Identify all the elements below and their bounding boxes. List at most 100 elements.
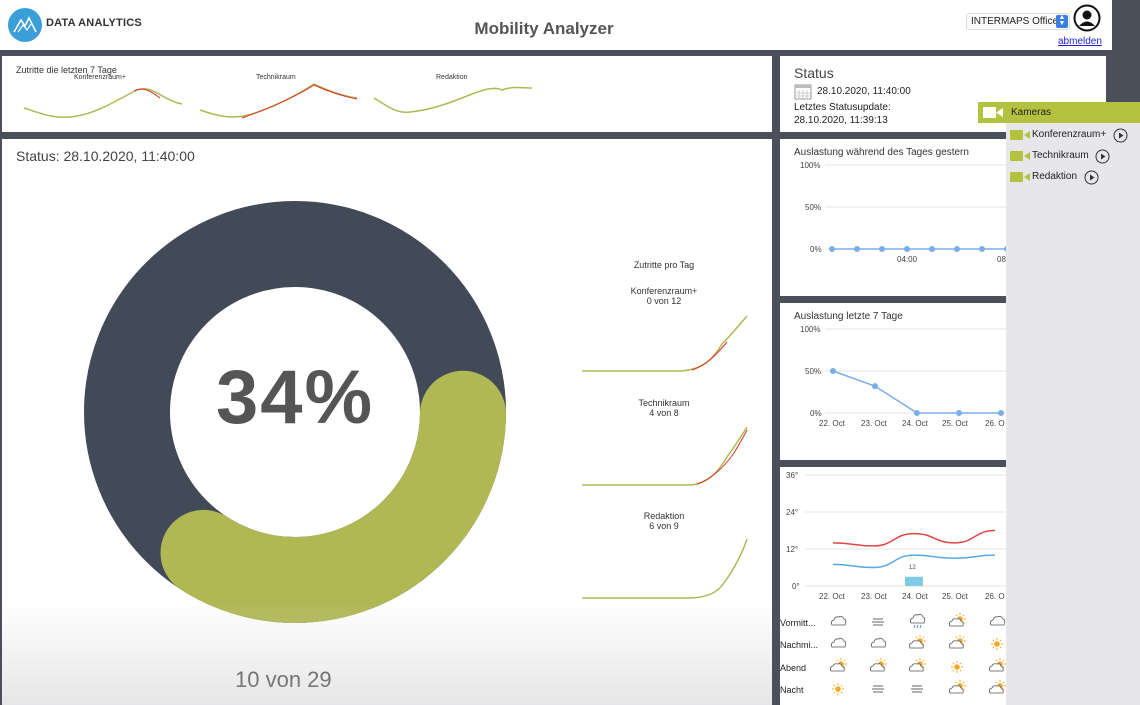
camera-item-label: Redaktion: [1032, 171, 1078, 182]
weather-icons-afternoon: [830, 635, 1004, 651]
main-status-text: Status: 28.10.2020, 11:40:00: [16, 148, 195, 164]
play-icon[interactable]: [1095, 149, 1110, 164]
per-day-title: Zutritte pro Tag: [633, 260, 695, 270]
week-utilization-point-4: [998, 410, 1004, 416]
weather-icons-night: [831, 680, 1006, 696]
cloud-icon: [830, 637, 847, 648]
day-utilization-point-4: [929, 246, 935, 252]
partly-sunny-icon: [870, 658, 887, 671]
temp-min-line: [832, 554, 996, 569]
week-xtick-23: 23. Oct: [861, 419, 887, 428]
week-xtick-25: 25. Oct: [942, 419, 968, 428]
partly-sunny-icon: [830, 658, 847, 671]
week-utilization-point-3: [956, 410, 962, 416]
header: DATA ANALYTICS Mobility Analyzer INTERMA…: [0, 0, 1112, 50]
weather-ytick-36: 36°: [786, 471, 799, 480]
status-title: Status: [794, 65, 834, 81]
sparkline-technikraum-red: [241, 84, 358, 119]
precip-label: 12: [909, 565, 916, 571]
camera-icon: [1010, 151, 1030, 161]
weather-row-evening: Abend: [780, 663, 807, 673]
week-xtick-22: 22. Oct: [819, 419, 845, 428]
day-ytick-50: 50%: [805, 203, 822, 212]
weather-row-afternoon: Nachmi...: [780, 640, 819, 650]
day-ytick-100: 100%: [800, 161, 821, 170]
user-avatar-icon[interactable]: [1073, 4, 1101, 32]
app-title: Mobility Analyzer: [474, 19, 614, 38]
day-xtick-0400: 04:00: [897, 255, 918, 264]
occupancy-donut: [84, 201, 506, 623]
office-select-value: INTERMAPS Office: [971, 16, 1059, 27]
partly-sunny-icon: [989, 680, 1006, 693]
cloud-icon: [989, 615, 1006, 626]
day-utilization-point-3: [904, 246, 910, 252]
weather-ytick-0: 0°: [792, 582, 800, 591]
room-name-technikraum: Technikraum: [638, 398, 690, 408]
fog-icon: [910, 685, 924, 693]
week-xtick-26: 26. O: [985, 419, 1005, 428]
room-name-redaktion: Redaktion: [643, 511, 685, 521]
camera-icon: [1010, 172, 1030, 182]
play-icon[interactable]: [1113, 128, 1128, 143]
sparklines: [23, 83, 533, 119]
sun-icon: [950, 660, 964, 674]
sparkline-label-redaktion: Redaktion: [436, 74, 468, 81]
calendar-icon: [794, 84, 812, 100]
data-analytics-logo: [8, 8, 42, 42]
occupancy-percent: 34%: [216, 355, 375, 440]
week-chart-title: Auslastung letzte 7 Tage: [794, 311, 903, 322]
weather-ytick-12: 12°: [786, 545, 799, 554]
entries-last-7-days-panel: Zutritte die letzten 7 Tage Konferenzrau…: [2, 56, 772, 132]
select-arrows-icon: ▲ ▼: [1056, 14, 1068, 28]
weather-row-morning: Vormitt...: [780, 618, 816, 628]
weather-xtick-24: 24. Oct: [902, 592, 928, 601]
partly-sunny-icon: [909, 635, 926, 648]
per-day-line-technikraum: [582, 426, 748, 486]
room-count-technikraum: 4 von 8: [649, 408, 679, 418]
weather-xtick-23: 23. Oct: [861, 592, 887, 601]
cloud-icon: [830, 615, 847, 626]
day-chart-title: Auslastung während des Tages gestern: [794, 147, 969, 158]
room-count-konferenzraum: 0 von 12: [646, 296, 682, 306]
week-utilization-point-1: [872, 383, 878, 390]
week-ytick-0: 0%: [810, 409, 822, 418]
office-select[interactable]: INTERMAPS Office ▲ ▼: [966, 13, 1070, 30]
camera-sidebar: Kameras Konferenzraum+ Technikraum Redak…: [978, 102, 1140, 705]
day-utilization-point-0: [829, 246, 835, 252]
weather-icons-evening: [830, 658, 1006, 674]
room-name-konferenzraum: Konferenzraum+: [630, 286, 698, 296]
fog-icon: [871, 618, 885, 626]
week-ytick-100: 100%: [800, 325, 821, 334]
weather-icons-morning: [830, 613, 1006, 628]
per-day-line-redaktion: [582, 538, 748, 599]
sparkline-label-konferenzraum: Konferenzraum+: [74, 74, 126, 81]
cameras-header[interactable]: Kameras: [978, 102, 1140, 123]
weather-xtick-26: 26. O: [985, 592, 1005, 601]
partly-sunny-icon: [989, 658, 1006, 671]
day-utilization-point-5: [954, 246, 960, 252]
sparkline-redaktion: [373, 86, 533, 114]
rain-icon: [910, 614, 924, 628]
per-day-line-konferenzraum: [582, 315, 748, 372]
per-day-line-technikraum-red: [696, 429, 748, 485]
donut-occupied-arc: [160, 370, 506, 623]
sun-icon: [831, 682, 845, 696]
week-ytick-50: 50%: [805, 367, 822, 376]
status-datetime: 28.10.2020, 11:40:00: [817, 86, 911, 97]
partly-sunny-icon: [909, 658, 926, 671]
room-count-redaktion: 6 von 9: [649, 521, 679, 531]
weather-ytick-24: 24°: [786, 508, 799, 517]
weather-xtick-25: 25. Oct: [942, 592, 968, 601]
week-xtick-24: 24. Oct: [902, 419, 928, 428]
fog-icon: [871, 685, 885, 693]
precip-bar-2: [905, 576, 923, 586]
sparkline-konferenzraum-red: [133, 88, 161, 99]
partly-sunny-icon: [949, 680, 966, 693]
camera-item-label: Konferenzraum+: [1032, 129, 1107, 140]
logout-link[interactable]: abmelden: [1058, 36, 1102, 47]
play-icon[interactable]: [1084, 170, 1099, 185]
camera-icon: [1010, 130, 1030, 140]
logo-text: DATA ANALYTICS: [46, 17, 142, 29]
cameras-title: Kameras: [1011, 107, 1052, 118]
partly-sunny-icon: [949, 635, 966, 648]
